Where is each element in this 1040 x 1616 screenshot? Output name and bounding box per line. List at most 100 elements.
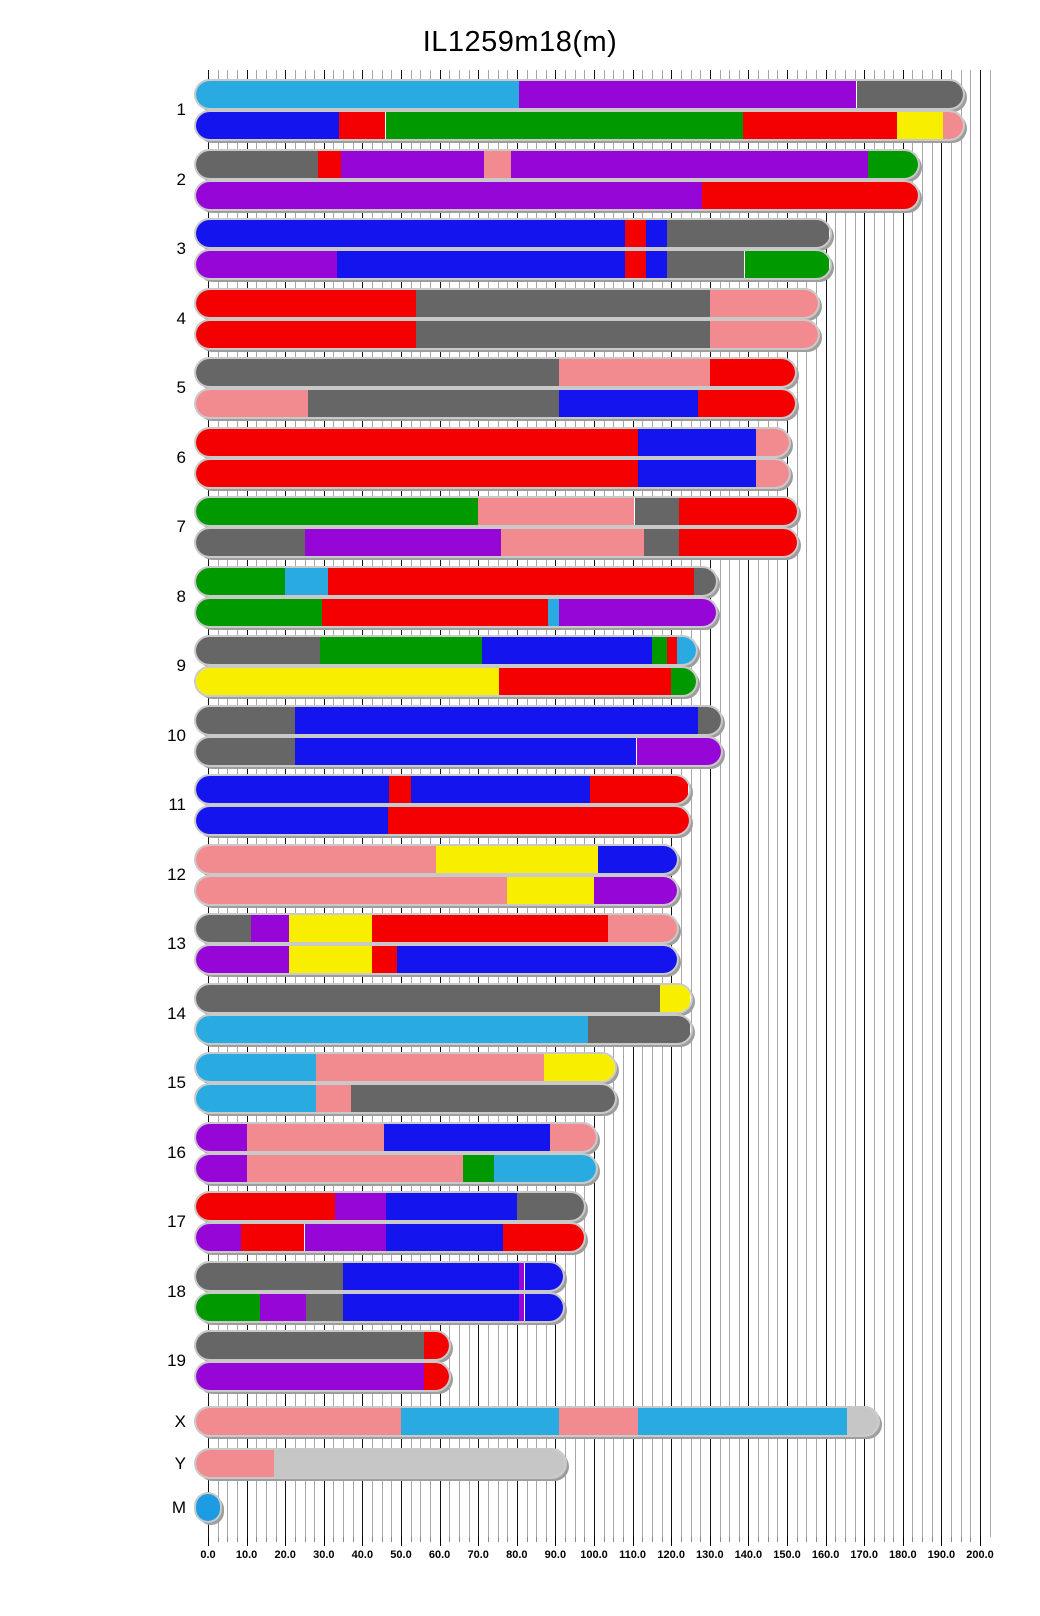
- axis-tick-minor: [642, 1537, 644, 1542]
- haplotype-segment-sky-blue: [196, 1085, 317, 1112]
- axis-tick-minor: [796, 1537, 798, 1542]
- axis-tick-label: 190.0: [927, 1549, 956, 1561]
- haplotype-segment-blue: [196, 112, 340, 139]
- chromosome-bar-10-hap1: [196, 706, 722, 734]
- haplotype-segment-salmon-pink: [478, 498, 635, 525]
- axis-tick-major: [902, 1537, 904, 1546]
- gridline-minor: [642, 70, 644, 1537]
- axis-tick-label: 90.0: [544, 1549, 567, 1561]
- chromosome-label: M: [171, 1497, 186, 1517]
- axis-tick-minor: [265, 1537, 267, 1542]
- gridline-minor: [333, 70, 335, 1537]
- gridline-minor: [372, 70, 373, 1537]
- gridline-minor: [314, 70, 316, 1537]
- haplotype-segment-red: [424, 1363, 450, 1390]
- gridline-minor: [304, 70, 306, 1537]
- axis-tick-label: 110.0: [619, 1549, 647, 1561]
- haplotype-segment-dot-blue: [196, 1494, 220, 1521]
- axis-tick-minor: [844, 1537, 846, 1542]
- haplotype-segment-purple: [196, 1154, 247, 1182]
- haplotype-segment-blue: [597, 845, 677, 873]
- axis-tick-label: 200.0: [966, 1549, 994, 1561]
- gridline-minor: [796, 70, 798, 1537]
- haplotype-segment-salmon-pink: [246, 1154, 463, 1182]
- axis-tick-major: [671, 1537, 673, 1546]
- axis-tick-label: 70.0: [467, 1549, 489, 1561]
- gridline-minor: [429, 70, 431, 1537]
- haplotype-segment-green: [385, 112, 743, 139]
- axis-tick-minor: [651, 1537, 653, 1542]
- chromosome-bar-6-hap2: [196, 459, 789, 487]
- chromosome-label: 12: [167, 864, 186, 884]
- gridline-minor: [661, 70, 663, 1537]
- haplotype-segment-blue: [524, 1262, 564, 1290]
- axis-tick-minor: [951, 1537, 952, 1542]
- gridline-minor: [835, 70, 837, 1537]
- haplotype-segment-red: [372, 915, 608, 942]
- chromosome-bar-4-hap2: [196, 320, 818, 348]
- haplotype-segment-dark-gray: [856, 81, 963, 108]
- gridline-minor: [574, 70, 576, 1537]
- gridline-minor: [526, 70, 528, 1537]
- haplotype-segment-dark-gray: [416, 320, 710, 348]
- haplotype-segment-blue: [646, 251, 668, 278]
- axis-tick-major: [208, 1537, 209, 1546]
- haplotype-segment-salmon-pink: [196, 876, 508, 904]
- axis-tick-label: 30.0: [313, 1549, 335, 1561]
- axis-tick-label: 120.0: [657, 1549, 685, 1561]
- haplotype-segment-red: [389, 776, 411, 803]
- axis-tick-minor: [217, 1537, 219, 1542]
- axis-tick-label: 160.0: [811, 1549, 840, 1561]
- axis-tick-major: [362, 1537, 364, 1546]
- chromosome-bar-14-hap1: [196, 984, 691, 1012]
- gridline-major: [825, 70, 827, 1537]
- haplotype-segment-purple: [511, 150, 868, 178]
- haplotype-segment-dark-gray: [196, 359, 560, 386]
- haplotype-segment-salmon-pink: [501, 529, 645, 556]
- haplotype-segment-dark-gray: [196, 706, 295, 734]
- gridline-major: [941, 70, 943, 1537]
- chromosome-bar-17-hap1: [196, 1193, 585, 1220]
- chromosome-bar-15-hap2: [196, 1085, 616, 1112]
- chromosome-bar-X: [196, 1408, 878, 1435]
- haplotype-segment-blue: [343, 1262, 519, 1290]
- gridline-minor: [922, 70, 924, 1537]
- gridline-minor: [854, 70, 856, 1537]
- chromosome-bar-9-hap2: [196, 668, 697, 695]
- chromosome-bar-15-hap1: [196, 1054, 616, 1081]
- haplotype-segment-salmon-pink: [559, 1408, 639, 1435]
- axis-tick-minor: [960, 1537, 962, 1542]
- gridline-major: [555, 70, 557, 1537]
- axis-tick-minor: [738, 1537, 740, 1542]
- axis-tick-major: [748, 1537, 750, 1546]
- axis-tick-label: 130.0: [696, 1549, 724, 1561]
- chromosome-label: 11: [168, 795, 186, 814]
- axis-tick-minor: [304, 1537, 306, 1542]
- chromosome-bar-5-hap1: [196, 359, 795, 386]
- axis-tick-minor: [314, 1537, 316, 1542]
- haplotype-segment-red: [196, 459, 639, 487]
- axis-tick-minor: [815, 1537, 817, 1542]
- chromosome-label: 14: [167, 1003, 186, 1023]
- haplotype-segment-yellow: [289, 915, 373, 942]
- chromosome-label: 2: [176, 169, 186, 189]
- haplotype-segment-blue: [294, 706, 699, 734]
- chromosome-label: Y: [174, 1453, 186, 1473]
- gridline-major: [787, 70, 788, 1537]
- chromosome-bar-13-hap1: [196, 915, 677, 942]
- haplotype-segment-dark-gray: [196, 984, 660, 1012]
- haplotype-segment-red: [503, 1224, 585, 1251]
- axis-tick-minor: [661, 1537, 663, 1542]
- haplotype-segment-red: [678, 498, 797, 525]
- axis-tick-minor: [806, 1537, 808, 1542]
- chromosome-label: 15: [167, 1073, 186, 1092]
- axis-tick-minor: [236, 1537, 238, 1542]
- axis-tick-minor: [536, 1537, 538, 1542]
- haplotype-segment-blue: [383, 1123, 550, 1151]
- haplotype-segment-sky-blue: [547, 598, 560, 626]
- axis-tick-minor: [468, 1537, 470, 1542]
- chromosome-bar-1-hap2: [196, 112, 963, 139]
- haplotype-segment-yellow: [507, 876, 594, 904]
- gridline-minor: [343, 70, 345, 1537]
